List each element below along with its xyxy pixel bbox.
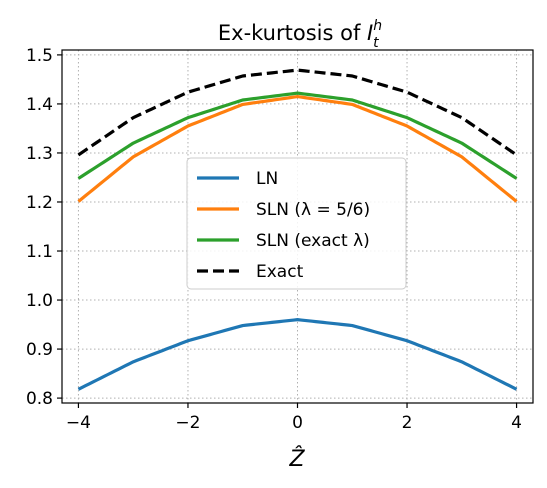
legend-label-3: Exact (256, 262, 304, 282)
y-tick-label-6: 1.4 (26, 95, 53, 115)
series-lines (77, 68, 518, 391)
x-tick-label-2: 0 (292, 413, 303, 433)
series-line-1 (77, 94, 518, 203)
chart-title: Ex-kurtosis of Ih t (218, 18, 382, 51)
x-tick-label-0: −4 (66, 413, 91, 433)
legend-label-1: SLN (λ = 5/6) (256, 200, 370, 220)
y-tick-label-7: 1.5 (26, 46, 53, 66)
series-line-0 (77, 318, 518, 391)
legend-box (186, 157, 407, 290)
y-tick-label-0: 0.8 (26, 389, 53, 409)
y-tick-label-1: 0.9 (26, 340, 53, 360)
chart-title-sup: h (373, 18, 382, 34)
y-tick-label-5: 1.3 (26, 144, 53, 164)
y-tick-label-2: 1.0 (26, 291, 53, 311)
series-line-3 (77, 68, 518, 157)
legend: LN SLN (λ = 5/6) SLN (exact λ) Exact (186, 157, 407, 290)
chart-title-sub: t (373, 35, 379, 51)
x-tick-label-1: −2 (175, 413, 200, 433)
axis-ticks: −4 −2 0 2 4 0.8 0.9 1.0 1.1 1.2 1.3 1.4 1.5 (26, 46, 522, 433)
legend-label-0: LN (256, 169, 278, 189)
y-tick-label-3: 1.1 (26, 242, 53, 262)
legend-label-2: SLN (exact λ) (256, 231, 370, 251)
x-tick-label-4: 4 (511, 413, 522, 433)
chart-title-var: I (367, 21, 373, 45)
x-tick-label-3: 2 (402, 413, 413, 433)
y-tick-label-4: 1.2 (26, 193, 53, 213)
series-line-2 (77, 91, 518, 180)
x-axis-label: Ẑ (288, 446, 305, 472)
chart-title-text: Ex-kurtosis of (218, 21, 367, 45)
